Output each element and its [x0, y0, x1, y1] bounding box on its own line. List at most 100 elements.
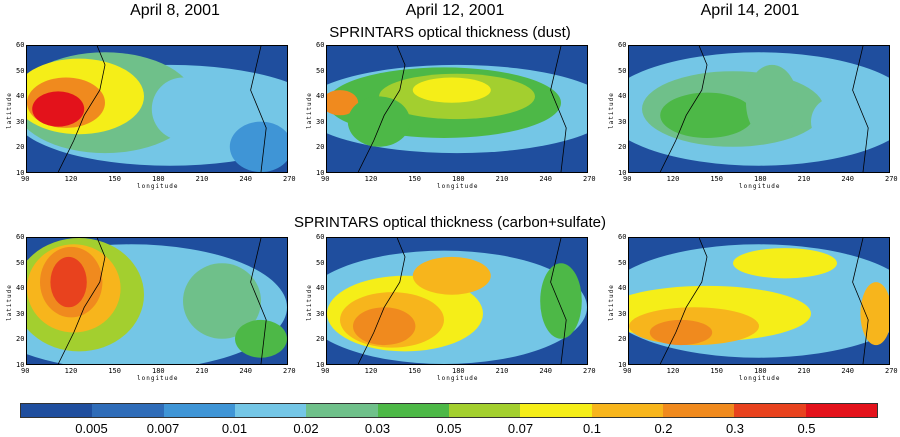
y-tick-label: 20	[316, 143, 325, 152]
y-tick-label: 40	[316, 92, 325, 101]
colorbar-label: 0.03	[364, 421, 391, 436]
column-title-3: April 14, 2001	[700, 2, 800, 19]
x-tick-label: 180	[452, 175, 465, 183]
x-tick-label: 120	[64, 367, 78, 375]
x-tick-label: 150	[408, 367, 421, 375]
x-tick-label: 240	[841, 175, 854, 183]
y-tick-label: 10	[618, 169, 627, 177]
x-tick-label: 150	[710, 367, 723, 375]
row-title-carbon-sulfate: SPRINTARS optical thickness (carbon+sulf…	[294, 214, 606, 231]
y-tick-label: 40	[316, 284, 325, 293]
x-tick-label: 240	[539, 175, 552, 183]
colorbar-swatch	[92, 404, 164, 417]
y-tick-label: 40	[16, 284, 25, 293]
x-tick-label: 270	[583, 367, 596, 375]
y-axis-label: latitude	[608, 284, 615, 321]
y-tick-label: 10	[16, 361, 25, 369]
x-tick-label: 240	[539, 367, 552, 375]
colorbar-label: 0.005	[75, 421, 108, 436]
x-tick-label: 240	[239, 367, 252, 375]
x-tick-label: 150	[108, 175, 121, 183]
colorbar-label: 0.007	[146, 421, 180, 436]
y-tick-label: 60	[618, 41, 627, 49]
column-title-2: April 12, 2001	[405, 2, 505, 19]
x-tick-label: 270	[583, 175, 596, 183]
x-axis-label: longitude	[137, 375, 179, 382]
x-axis-label: longitude	[739, 375, 781, 382]
map-panel-2	[326, 45, 588, 173]
y-tick-label: 10	[16, 169, 25, 177]
y-tick-label: 40	[618, 284, 627, 293]
x-tick-label: 270	[885, 175, 898, 183]
y-tick-label: 10	[316, 169, 325, 177]
x-tick-label: 90	[623, 367, 632, 375]
colorbar-swatch	[662, 404, 735, 417]
x-tick-label: 120	[64, 175, 78, 183]
y-tick-label: 50	[16, 66, 25, 75]
colorbar-swatch	[591, 404, 663, 417]
y-tick-label: 50	[16, 258, 25, 267]
y-tick-label: 50	[316, 66, 325, 75]
colorbar-label: 0.05	[436, 421, 462, 436]
x-tick-label: 210	[195, 367, 209, 375]
x-tick-label: 210	[495, 175, 509, 183]
x-tick-label: 90	[321, 175, 330, 183]
y-axis-label: latitude	[306, 92, 313, 129]
y-tick-label: 60	[16, 233, 25, 241]
y-tick-label: 60	[16, 41, 25, 49]
x-tick-label: 270	[283, 367, 296, 375]
y-tick-label: 50	[316, 258, 325, 267]
y-tick-label: 30	[618, 117, 627, 126]
y-axis-label: latitude	[6, 92, 13, 129]
colorbar-swatch	[377, 404, 449, 417]
y-axis-label: latitude	[306, 284, 313, 321]
map-panel-5	[326, 237, 588, 365]
colorbar-label: 0.01	[221, 421, 248, 436]
x-tick-label: 90	[21, 367, 30, 375]
y-tick-label: 30	[316, 117, 325, 126]
y-tick-label: 60	[618, 233, 627, 241]
x-tick-label: 210	[797, 175, 811, 183]
y-tick-label: 40	[618, 92, 627, 101]
x-tick-label: 270	[885, 367, 898, 375]
y-tick-label: 10	[618, 361, 627, 369]
y-tick-label: 60	[316, 233, 325, 241]
x-tick-label: 240	[239, 175, 252, 183]
y-tick-label: 20	[16, 335, 25, 344]
x-tick-label: 210	[797, 367, 811, 375]
map-panel-4	[26, 237, 288, 365]
x-tick-label: 210	[495, 367, 509, 375]
x-tick-label: 240	[841, 367, 854, 375]
colorbar-swatch	[234, 404, 307, 417]
y-tick-label: 40	[16, 92, 25, 101]
colorbar-label: 0.1	[582, 421, 602, 436]
y-tick-label: 20	[316, 335, 325, 344]
x-tick-label: 120	[666, 367, 680, 375]
colorbar-swatch	[805, 404, 877, 417]
x-axis-label: longitude	[437, 375, 479, 382]
colorbar-label: 0.3	[725, 421, 745, 436]
y-tick-label: 20	[618, 335, 627, 344]
x-tick-label: 180	[152, 175, 165, 183]
y-tick-label: 30	[316, 309, 325, 318]
colorbar-swatch	[520, 404, 592, 417]
x-tick-label: 180	[754, 367, 767, 375]
colorbar-swatch	[306, 404, 378, 417]
colorbar-swatch	[21, 404, 93, 417]
y-tick-label: 30	[618, 309, 627, 318]
x-tick-label: 120	[364, 175, 378, 183]
map-panel-3	[628, 45, 890, 173]
x-tick-label: 180	[452, 367, 465, 375]
y-tick-label: 20	[16, 143, 25, 152]
x-tick-label: 180	[754, 175, 767, 183]
row-title-dust: SPRINTARS optical thickness (dust)	[329, 24, 571, 41]
x-tick-label: 270	[283, 175, 296, 183]
colorbar-label: 0.07	[507, 421, 534, 436]
x-tick-label: 150	[710, 175, 723, 183]
y-tick-label: 50	[618, 258, 627, 267]
column-title-1: April 8, 2001	[130, 2, 220, 19]
colorbar-label: 0.2	[654, 421, 673, 436]
y-tick-label: 60	[316, 41, 325, 49]
colorbar-swatch	[734, 404, 806, 417]
x-tick-label: 90	[21, 175, 30, 183]
